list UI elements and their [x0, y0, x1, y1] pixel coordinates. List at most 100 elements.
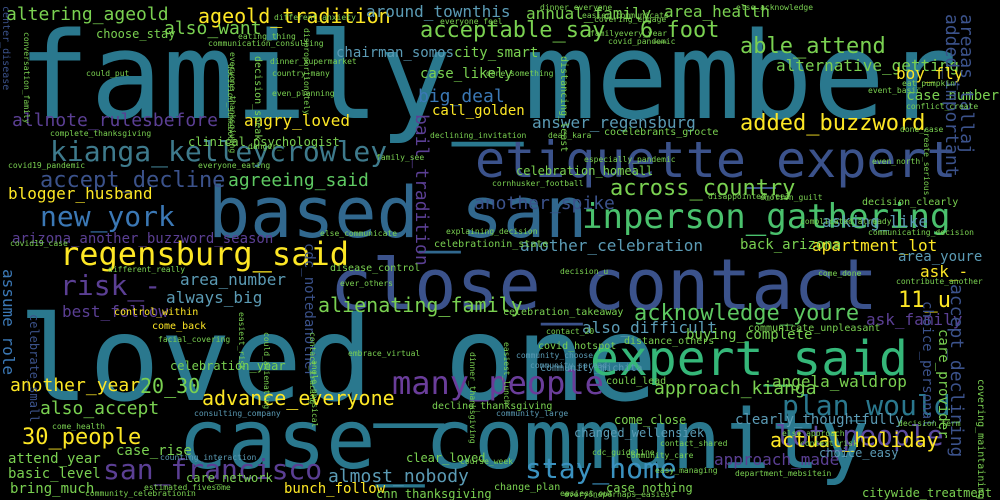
word-20-30: 20_30	[140, 374, 201, 398]
word-done-something: done_something	[486, 69, 554, 78]
word-contact-shared: contact_shared	[660, 439, 728, 448]
word-case-rise: case_rise	[116, 443, 192, 459]
word-ever-others: ever_others	[340, 279, 393, 288]
word-call-golden: call_golden	[432, 103, 525, 119]
word-allnote-rulesbefore: allnote_rulesbefore	[12, 110, 218, 131]
word-explaining-decision: explaining_decision	[446, 227, 538, 236]
word-big-deal: big_deal	[418, 86, 505, 107]
word-contribute-another: contribute_another	[896, 277, 983, 286]
word-areaas-tallaj: areaas_tallaj	[956, 14, 977, 155]
word-boy-fly: boy_fly	[896, 64, 964, 83]
word-could-lead: could_lead	[606, 376, 667, 387]
word-easier-communicate: easier_communicate	[582, 11, 669, 20]
word-another-spike: another_spike	[474, 193, 615, 214]
word-dear-kara: dear_kara	[548, 131, 592, 140]
word-actual-holiday: actual_holiday	[770, 428, 939, 452]
word-alienating-family: alienating_family	[318, 293, 523, 317]
word-back-arizona: back_arizona	[740, 237, 842, 253]
word-city-smart: city_smart	[454, 45, 539, 61]
word-answer-regensburg: answer_regensburg	[532, 113, 696, 132]
word-kianga-kelleycrowley: kianga_kelleycrowley	[50, 135, 388, 168]
word-complicated-already: complicated_already	[800, 217, 892, 226]
word-chairman-somos: chairman_somos	[336, 45, 455, 61]
word-event-basic: event_basic	[868, 86, 921, 95]
word-6-foot: 6_foot	[640, 18, 720, 43]
word-new-york: new_york	[40, 200, 175, 233]
word-eat-pumpkin: eat_pumpkin	[902, 79, 955, 88]
word-attend-year: attend_year	[8, 451, 101, 467]
word-contact-20: contact_20	[546, 327, 595, 336]
word-case-likely: case_likely	[420, 66, 513, 82]
word-danger: danger_-	[248, 142, 287, 151]
word-decline-thanksgiving: decline_thanksgiving	[432, 401, 553, 412]
word-apartment-lot: apartment_lot	[812, 236, 938, 255]
word-citywide-treatment: citywide_treatment	[862, 486, 993, 500]
word-easiest-risk: easiest_risk	[237, 312, 246, 370]
word-estimated-fivesome: estimated_fivesome	[144, 483, 231, 492]
word-care-network: care_network	[186, 471, 273, 485]
word-come-back: come_back	[152, 321, 207, 332]
word-done-case: done_case	[900, 125, 944, 134]
word-community-choose: community_choose	[516, 351, 594, 360]
word-buying-complete: buying_complete	[686, 327, 813, 343]
word-angela-waldrop: angela_waldrop	[772, 372, 907, 391]
word-department-mebsitein: department_mebsitein	[735, 469, 832, 478]
word-facial-covering: facial_covering	[158, 335, 231, 344]
word-everyone-feel: everyone_feel	[440, 17, 503, 26]
word-complete-thanksgiving: complete_thanksgiving	[50, 129, 152, 138]
word-stay-home: stay_home	[525, 452, 677, 485]
word-dinner-everyone: dinner_everyone	[540, 3, 613, 12]
word-covering-engage: covering_engage	[594, 15, 667, 24]
word-angry-loved: angry_loved	[244, 111, 350, 130]
word-decision-somebody: decision_somebody	[226, 64, 235, 146]
word-disappointed-feel: disappointed_feel	[708, 192, 790, 201]
word-acceptable-say: acceptable_say	[420, 18, 606, 43]
word-san-francisco: san_francisco	[103, 453, 323, 486]
word-community-spread: community_spread	[530, 361, 608, 370]
word-celebration-takeaway: celebration_takeaway	[503, 307, 624, 318]
word-embrace-virtual: embrace_virtual	[348, 349, 421, 358]
word-asking-like: asking_like	[822, 212, 928, 231]
word-cocelebrants-grocte: cocelebrants_grocte	[604, 127, 719, 138]
word-else-acknowledge: else_acknowledge	[736, 3, 814, 12]
word-decision-clearly: decision_clearly	[862, 197, 959, 208]
word-could-alienating: could_alienating	[262, 332, 271, 410]
word-approach-made: approach_made	[714, 450, 840, 469]
word-also-want: also_want	[164, 18, 262, 39]
word-many-people: many_people	[392, 364, 604, 402]
word-center-disease: center_disease	[0, 6, 11, 91]
word-control-within: control_within	[114, 307, 199, 318]
word-even-north: even_north	[872, 157, 921, 166]
word-another-celebration: another_celebration	[520, 236, 704, 255]
word-community-large: community_large	[496, 409, 569, 418]
word-different-anxiety: different_anxiety	[274, 13, 356, 22]
word-altering-ageold: altering_ageold	[6, 4, 169, 25]
word-covid-hotspot: covid_hotspot	[538, 341, 617, 352]
word-covid19-pandemic: covid19_pandemic	[8, 161, 86, 170]
word-bunch-follow: bunch_follow	[284, 481, 386, 497]
word-declining-invitation: declining_invitation	[430, 131, 527, 140]
word-context-risk: context_risk	[800, 439, 858, 448]
word-based-san: based_san	[208, 172, 588, 254]
word-clearly-thoughtfully: clearly_thoughtfully	[735, 412, 904, 428]
word-case-community: case_community	[178, 393, 870, 488]
word-consulting-company: consulting_company	[194, 409, 281, 418]
word-blogger-husband: blogger_husband	[8, 184, 153, 203]
word-annual-family: annual_family	[526, 4, 652, 23]
word-come-close: come_close	[614, 413, 687, 427]
word-communicate-unpleasant: communicate_unpleasant	[748, 323, 881, 334]
word-celebrationin-state: celebrationin_state	[434, 239, 549, 250]
word-clinical-psychologist: clinical_psychologist	[188, 135, 340, 149]
word-cornhusker-football: cornhusker_football	[492, 179, 584, 188]
word-close-contact: close_contact	[330, 244, 878, 326]
word-also-difficult: also_difficult	[582, 318, 717, 337]
word-ask-family: ask_family	[866, 310, 963, 329]
word-case-nothing: case_nothing	[606, 481, 693, 495]
word-plan-would: plan_would	[782, 389, 951, 422]
word-course-week: course_week	[460, 457, 513, 466]
word-communicating-decision: communicating_decision	[868, 228, 974, 237]
word-family-member: family_member	[18, 8, 958, 147]
word-lot-people: lot_people	[775, 419, 944, 452]
word-across-country: across_country	[610, 176, 796, 201]
word-assume-role: assume_role	[0, 269, 18, 375]
